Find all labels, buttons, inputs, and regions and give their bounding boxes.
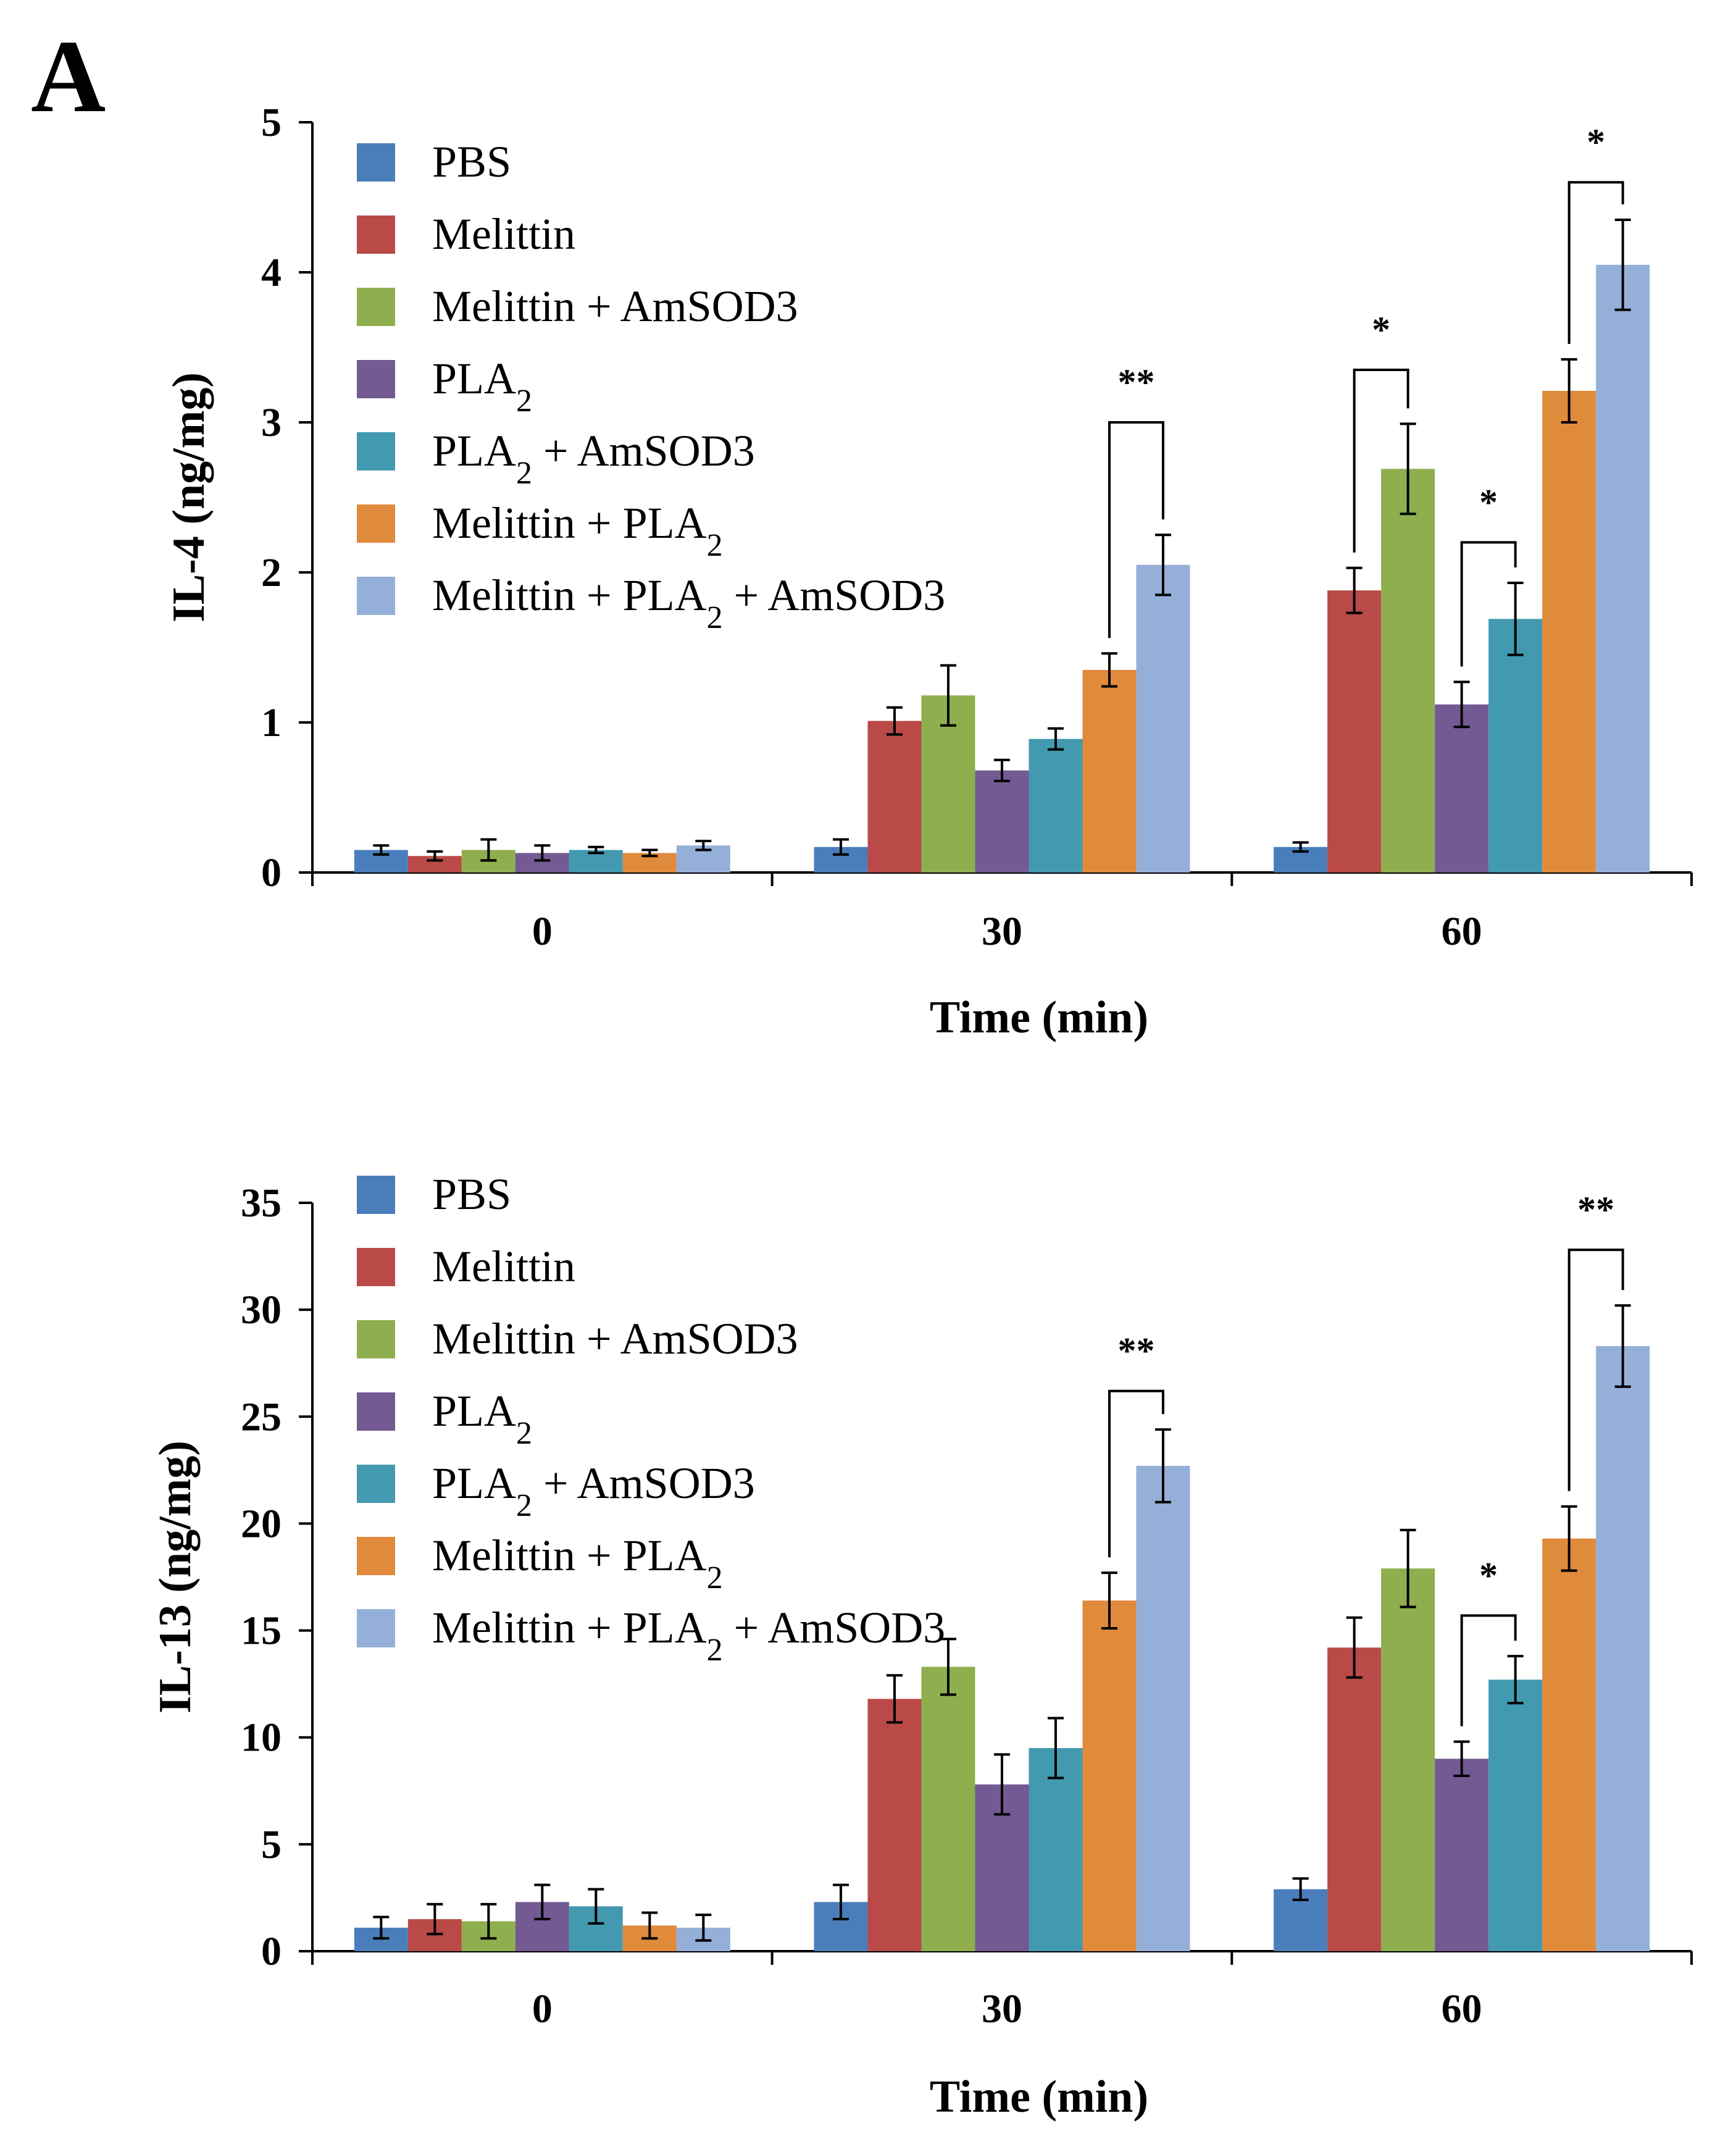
y-tick-label: 10 [241, 1715, 282, 1760]
x-tick-label: 60 [1442, 1986, 1482, 2031]
legend-swatch [357, 1609, 395, 1647]
legend-label: Melittin [432, 1242, 575, 1291]
y-tick-label: 25 [241, 1394, 282, 1439]
significance-label: ** [1118, 1331, 1155, 1371]
legend-swatch [357, 143, 395, 182]
significance-bracket [1108, 421, 1164, 638]
bar [1488, 619, 1543, 872]
bar [1029, 738, 1083, 872]
bar [1488, 1680, 1543, 1951]
legend-label: PLA2 + AmSOD3 [432, 426, 755, 491]
bar [1435, 704, 1489, 872]
bar [1327, 1647, 1382, 1951]
significance-bracket [1567, 181, 1624, 344]
legend-label: Melittin + AmSOD3 [432, 282, 798, 331]
y-tick-label: 4 [261, 250, 282, 295]
legend-swatch [357, 1320, 395, 1358]
bar [1381, 1568, 1435, 1951]
y-tick-label: 2 [261, 550, 282, 595]
legend-label: Melittin + PLA2 [432, 1531, 723, 1596]
legend-swatch [357, 215, 395, 254]
y-axis-label: IL-13 (ng/mg) [150, 1441, 201, 1713]
bar [975, 770, 1029, 872]
bar [1082, 669, 1137, 872]
legend-label: PLA2 [432, 1386, 532, 1451]
x-tick-label: 30 [982, 909, 1022, 954]
y-tick-label: 5 [261, 100, 282, 145]
legend-swatch [357, 504, 395, 543]
bar [1029, 1748, 1083, 1951]
legend-label: Melittin + PLA2 + AmSOD3 [432, 1603, 945, 1668]
bar [1542, 390, 1596, 872]
chart-1: 0 5 10 15 20 25 30 35 0 30 60 Time (min) IL-13 (ng/m… [150, 1169, 1693, 2122]
bar [867, 1699, 922, 1951]
y-tick-label: 15 [241, 1609, 282, 1654]
legend-swatch [357, 288, 395, 326]
legend-swatch [357, 432, 395, 471]
legend-swatch [357, 1176, 395, 1214]
y-tick-label: 0 [261, 850, 282, 895]
y-axis-label: IL-4 (ng/mg) [164, 372, 214, 622]
legend-label: Melittin + PLA2 + AmSOD3 [432, 571, 945, 635]
significance-label: * [1587, 122, 1605, 162]
bar [1327, 590, 1382, 872]
bar [1596, 264, 1650, 873]
bar [1381, 469, 1435, 872]
legend: PBS Melittin Melittin + AmSOD3 PLA2 PLA2 + A… [357, 1169, 945, 1668]
legend: PBS Melittin Melittin + AmSOD3 PLA2 PLA2 + A… [357, 137, 945, 635]
x-tick-label: 0 [532, 909, 553, 954]
significance-label: * [1372, 309, 1390, 350]
legend-swatch [357, 1465, 395, 1503]
x-axis-label: Time (min) [930, 2072, 1148, 2122]
x-tick-label: 30 [982, 1986, 1022, 2031]
y-tick-label: 5 [261, 1822, 282, 1867]
panel-letter: A [31, 19, 106, 134]
bar [1082, 1600, 1137, 1951]
y-tick-label: 30 [241, 1287, 282, 1332]
legend-swatch [357, 1537, 395, 1575]
y-tick-label: 3 [261, 400, 282, 445]
significance-bracket [1460, 1614, 1517, 1726]
bar [921, 1667, 975, 1951]
legend-swatch [357, 1248, 395, 1286]
legend-label: PLA2 [432, 354, 532, 419]
legend-label: Melittin + AmSOD3 [432, 1314, 798, 1363]
y-tick-label: 35 [241, 1181, 282, 1226]
x-axis-label: Time (min) [930, 992, 1148, 1043]
legend-swatch [357, 577, 395, 615]
x-tick-label: 60 [1442, 909, 1482, 954]
significance-label: * [1479, 482, 1498, 522]
legend-label: PBS [432, 1169, 511, 1219]
bar [1596, 1346, 1650, 1951]
x-tick-label: 0 [532, 1986, 553, 2031]
significance-bracket [1353, 368, 1409, 553]
legend-swatch [357, 360, 395, 398]
significance-label: ** [1118, 362, 1155, 403]
significance-bracket [1108, 1389, 1164, 1558]
legend-label: Melittin + PLA2 [432, 498, 723, 563]
y-tick-label: 20 [241, 1501, 282, 1546]
legend-swatch [357, 1392, 395, 1431]
y-tick-label: 1 [261, 700, 282, 745]
legend-label: Melittin [432, 209, 575, 259]
significance-bracket [1567, 1249, 1624, 1491]
bar [1435, 1759, 1489, 1951]
bar [867, 721, 922, 872]
bar [1542, 1538, 1596, 1951]
bar [1136, 564, 1190, 872]
y-tick-label: 0 [261, 1929, 282, 1974]
significance-label: * [1479, 1555, 1498, 1596]
significance-bracket [1460, 541, 1517, 667]
bar [1136, 1465, 1190, 1951]
legend-label: PBS [432, 137, 511, 186]
legend-label: PLA2 + AmSOD3 [432, 1458, 755, 1523]
significance-label: ** [1577, 1189, 1614, 1230]
